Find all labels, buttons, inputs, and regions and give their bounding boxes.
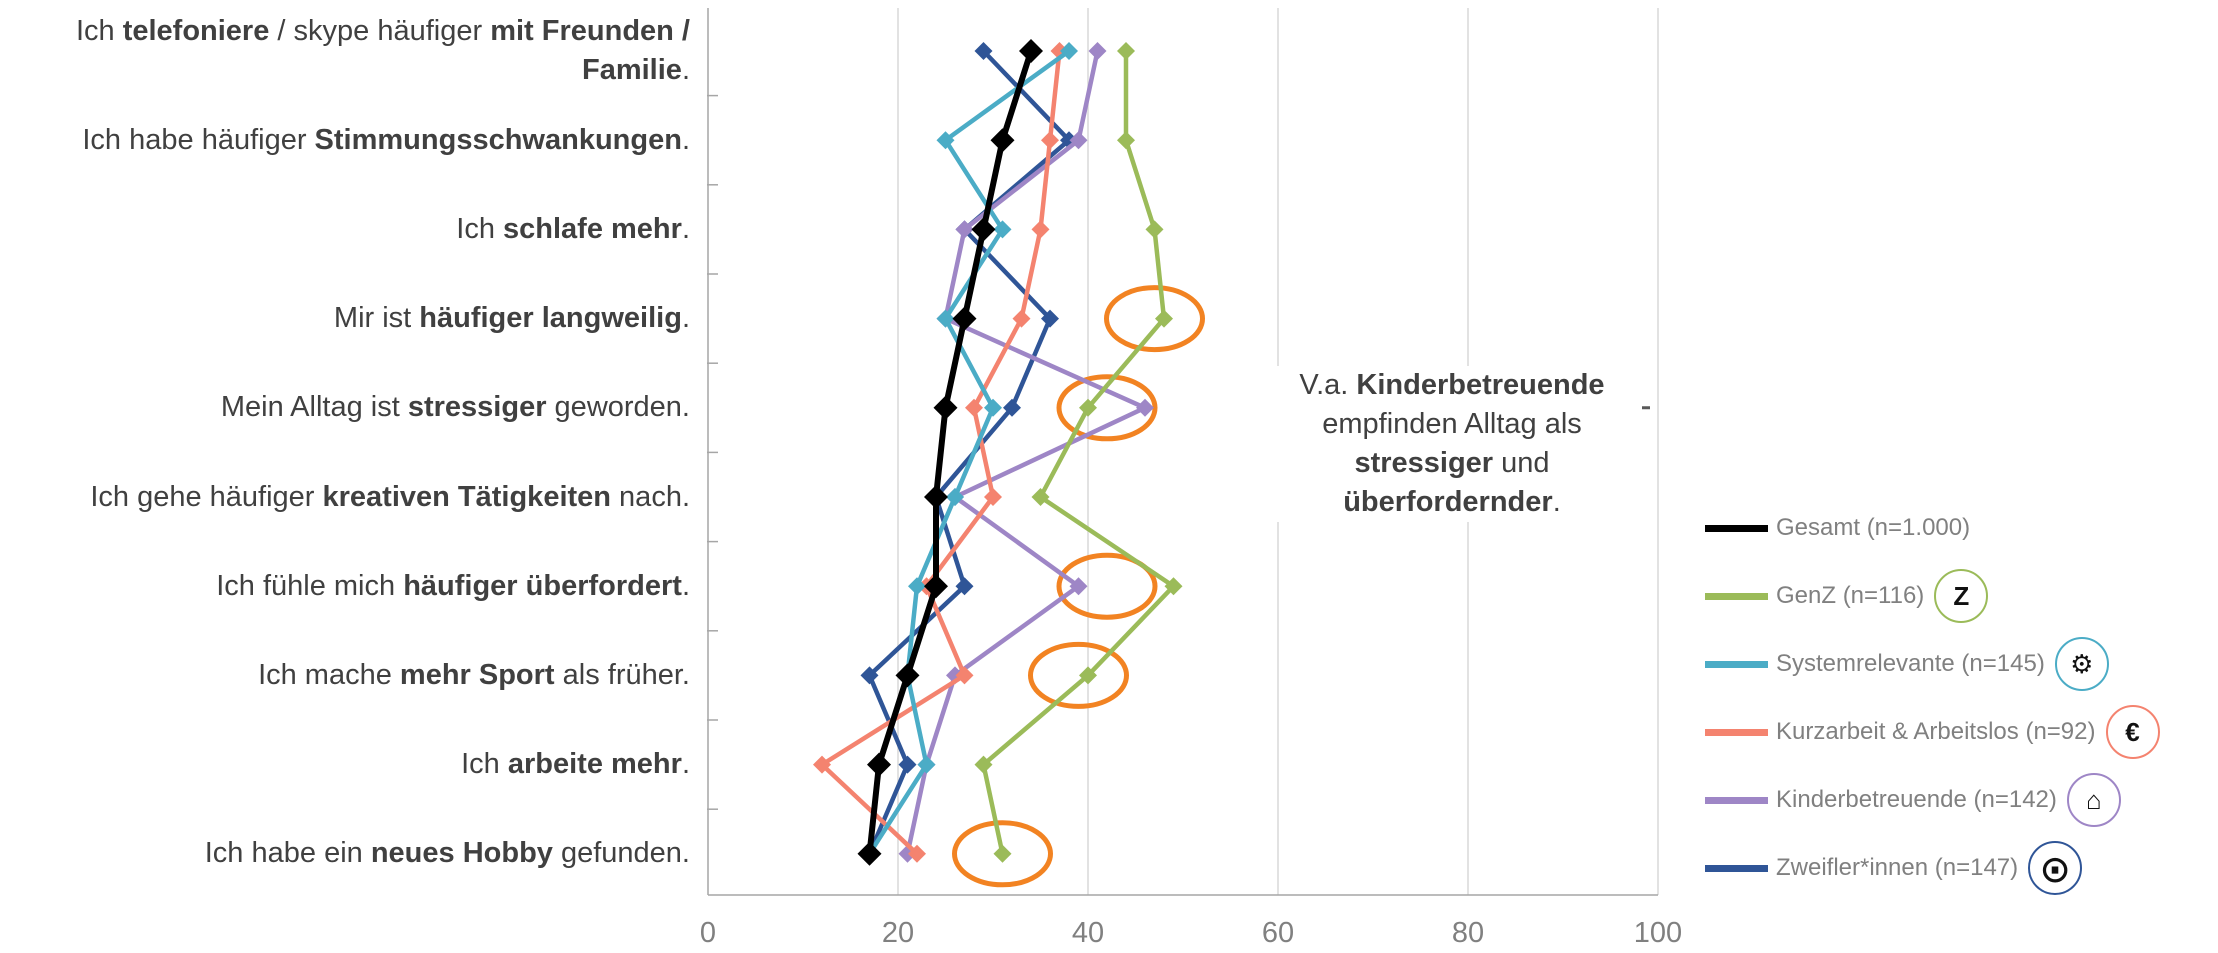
genz-z-icon: Z (1934, 569, 1989, 623)
data-point-marker (955, 666, 974, 685)
category-label: Mein Alltag ist stressiger geworden. (220, 391, 690, 424)
data-point-marker (1164, 577, 1183, 596)
legend-label: Systemrelevante (n=145) (1776, 650, 2045, 677)
x-tick-label: 0 (699, 917, 717, 949)
data-point-marker (933, 395, 958, 420)
legend-item: Kinderbetreuende (n=142) ⌂ (1705, 770, 2121, 830)
legend-item: GenZ (n=116) Z (1705, 566, 1989, 626)
data-point-marker (993, 220, 1012, 239)
data-point-marker (1145, 220, 1164, 239)
highlight-ellipse (952, 820, 1053, 888)
skeptical-face-icon: ⨀ (2028, 841, 2083, 895)
legend-swatch (1705, 728, 1768, 736)
data-point-marker (1155, 309, 1173, 328)
data-point-marker (936, 309, 955, 328)
euro-down-icon: € (2105, 705, 2160, 759)
data-point-marker (971, 217, 996, 242)
data-point-marker (1041, 309, 1059, 328)
legend-swatch (1705, 660, 1768, 668)
series-line (981, 51, 1176, 855)
series-line (866, 50, 1034, 855)
legend-item: Zweifler*innen (n=147) ⨀ (1705, 838, 2083, 898)
category-label: Ich telefoniere / skype häufiger mit Fre… (75, 15, 690, 86)
category-label: Ich schlafe mehr. (456, 212, 690, 245)
category-label: Ich arbeite mehr. (461, 748, 690, 781)
data-point-marker (1069, 577, 1088, 596)
data-point-marker (917, 755, 936, 774)
data-point-marker (955, 220, 974, 239)
category-label: Ich fühle mich häufiger überfordert. (216, 569, 690, 602)
x-tick-label: 40 (1071, 917, 1105, 949)
x-tick-label: 60 (1261, 917, 1295, 949)
legend-swatch (1705, 864, 1768, 872)
data-point-marker (813, 755, 831, 774)
data-point-marker (908, 577, 926, 596)
data-point-marker (984, 398, 1002, 417)
legend-item: Kurzarbeit & Arbeitslos (n=92) € (1705, 702, 2160, 762)
x-tick-label: 100 (1633, 917, 1683, 949)
data-point-marker (895, 663, 920, 688)
data-point-marker (898, 755, 917, 774)
legend-item: Gesamt (n=1.000) (1705, 498, 1970, 558)
data-point-marker (1003, 398, 1021, 417)
category-label: Ich gehe häufiger kreativen Tätigkeiten … (90, 480, 690, 513)
data-point-marker (952, 306, 977, 331)
data-point-marker (924, 574, 948, 599)
legend-label: Gesamt (n=1.000) (1776, 514, 1971, 541)
highlight-ellipse (1056, 552, 1158, 620)
data-point-marker (974, 42, 993, 60)
legend-swatch (1705, 592, 1768, 600)
legend-swatch (1705, 524, 1768, 532)
series-line (867, 49, 1071, 856)
data-point-marker (1136, 398, 1154, 417)
data-point-marker (1117, 131, 1135, 150)
legend-swatch (1705, 796, 1768, 804)
highlight-ellipse (1056, 374, 1158, 442)
data-point-marker (1012, 309, 1031, 328)
series-line (905, 50, 1148, 855)
data-point-marker (867, 752, 891, 777)
highlight-ellipse (1104, 285, 1205, 353)
legend-label: GenZ (n=116) (1776, 582, 1925, 609)
category-label: Mir ist häufiger langweilig. (333, 302, 690, 335)
category-label: Ich mache mehr Sport als früher. (258, 658, 690, 691)
legend-label: Kurzarbeit & Arbeitslos (n=92) (1776, 718, 2096, 745)
category-label: Ich habe ein neues Hobby gefunden. (204, 837, 690, 870)
data-point-marker (1060, 42, 1078, 60)
data-point-marker (1031, 488, 1050, 506)
data-point-marker (974, 755, 993, 774)
gears-icon: ⚙ (2054, 637, 2109, 691)
legend-label: Zweifler*innen (n=147) (1776, 854, 2019, 881)
data-point-marker (857, 841, 882, 866)
data-point-marker (1079, 666, 1097, 685)
data-point-marker (1019, 39, 1043, 63)
x-tick-label: 80 (1451, 917, 1485, 949)
legend-label: Kinderbetreuende (n=142) (1776, 786, 2057, 813)
data-point-marker (1079, 398, 1097, 417)
data-point-marker (1041, 131, 1059, 150)
data-point-marker (984, 488, 1002, 506)
callout-annotation: V.a. Kinderbetreuende empfinden Alltag al… (1262, 366, 1642, 522)
data-point-marker (1088, 42, 1107, 60)
x-tick-label: 20 (881, 917, 915, 949)
data-point-marker (955, 577, 974, 596)
highlight-ellipse (1028, 641, 1129, 709)
data-point-marker (946, 488, 964, 506)
family-home-icon: ⌂ (2066, 773, 2121, 827)
data-point-marker (860, 666, 879, 685)
data-point-marker (993, 844, 1012, 863)
legend-item: Systemrelevante (n=145) ⚙ (1705, 634, 2109, 694)
data-point-marker (936, 131, 955, 150)
category-label: Ich habe häufiger Stimmungsschwankungen. (82, 123, 690, 156)
data-point-marker (1117, 42, 1135, 60)
data-point-marker (1069, 131, 1088, 150)
data-point-marker (924, 485, 948, 509)
data-point-marker (1031, 220, 1050, 239)
data-point-marker (965, 398, 983, 417)
data-point-marker (908, 844, 926, 863)
data-point-marker (990, 128, 1015, 153)
